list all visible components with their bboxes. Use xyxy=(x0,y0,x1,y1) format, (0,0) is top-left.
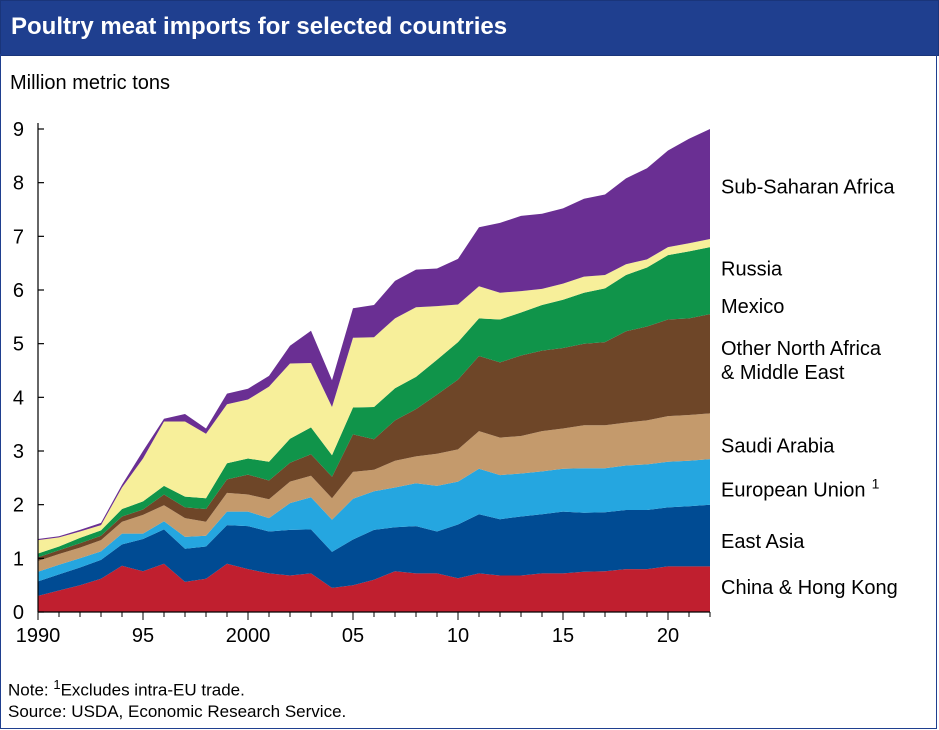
y-tick-label: 6 xyxy=(13,280,24,302)
legend-label: China & Hong Kong xyxy=(721,577,898,599)
legend-label: Sub-Saharan Africa xyxy=(721,176,895,198)
source-line: Source: USDA, Economic Research Service. xyxy=(8,702,347,721)
y-tick-label: 4 xyxy=(13,387,24,409)
legend-labels: China & Hong Kong East Asia European Union… xyxy=(721,176,898,598)
area-china-hong-kong xyxy=(38,563,710,612)
legend-label: Russia xyxy=(721,259,783,281)
y-tick-label: 1 xyxy=(13,548,24,570)
y-tick-label: 5 xyxy=(13,334,24,356)
legend-label: East Asia xyxy=(721,531,805,553)
y-tick-label: 3 xyxy=(13,441,24,463)
note-superscript: 1 xyxy=(53,677,61,692)
area-european-union xyxy=(38,459,710,582)
legend-label: & Middle East xyxy=(721,362,845,384)
x-tick-label: 20 xyxy=(657,625,679,647)
footnote: Note: 1Excludes intra-EU trade. xyxy=(8,677,245,701)
chart-frame xyxy=(0,54,937,729)
note-text: Excludes intra-EU trade. xyxy=(60,680,245,700)
legend-label: Mexico xyxy=(721,296,784,318)
y-tick-label: 2 xyxy=(13,495,24,517)
note-prefix: Note: xyxy=(8,680,54,700)
x-tick-label: 2000 xyxy=(226,625,271,647)
legend-label: Other North Africa xyxy=(721,338,882,360)
legend-label: European Union 1 xyxy=(721,476,880,502)
y-tick-label: 7 xyxy=(13,226,24,248)
area-sub-saharan-africa xyxy=(38,129,710,541)
chart-title: Poultry meat imports for selected countr… xyxy=(11,13,508,40)
title-bar: Poultry meat imports for selected countr… xyxy=(0,0,939,56)
area-russia xyxy=(38,239,710,554)
x-tick-label: 10 xyxy=(447,625,469,647)
y-axis-unit-label: Million metric tons xyxy=(10,72,171,94)
x-tick-label: 05 xyxy=(342,625,364,647)
x-tick-label: 95 xyxy=(132,625,154,647)
area-saudi-arabia xyxy=(38,413,710,572)
axes: 0 1 2 3 4 5 6 7 8 9 1990 95 2000 05 10 15 20 xyxy=(13,119,711,647)
area-layers xyxy=(38,129,710,612)
legend-label: Saudi Arabia xyxy=(721,436,835,458)
y-tick-label: 8 xyxy=(13,173,24,195)
x-tick-label: 15 xyxy=(552,625,574,647)
area-east-asia xyxy=(38,504,710,596)
x-tick-label: 1990 xyxy=(16,625,61,647)
area-mexico xyxy=(38,247,710,558)
y-tick-label: 0 xyxy=(13,602,24,624)
area-other-north-africa-middle-east xyxy=(38,314,710,561)
y-tick-label: 9 xyxy=(13,119,24,141)
